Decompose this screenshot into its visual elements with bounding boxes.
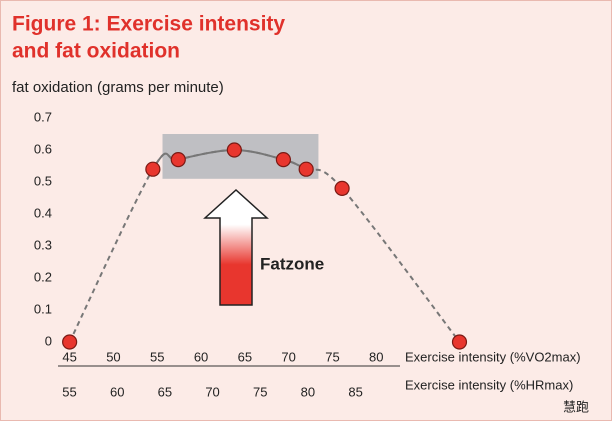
y-tick-label: 0.1 [34, 301, 52, 316]
y-tick-label: 0.6 [34, 141, 52, 156]
x-tick-label: 50 [106, 349, 120, 364]
y-tick-label: 0.5 [34, 173, 52, 188]
chart-title: Figure 1: Exercise intensity [12, 13, 285, 36]
point [170, 152, 186, 168]
x-tick-label: 55 [150, 349, 164, 364]
point [145, 161, 161, 177]
watermark: 慧跑 [563, 399, 589, 414]
y-tick-label: 0.3 [34, 237, 52, 252]
x2-tick-label: 55 [62, 384, 76, 399]
x-tick-label: 75 [325, 349, 339, 364]
x2-tick-label: 70 [205, 384, 219, 399]
chart-subtitle: and fat oxidation [12, 40, 180, 63]
fatzone-box [162, 134, 319, 179]
arrow [203, 188, 269, 306]
point [275, 152, 291, 168]
y-axis-label: fat oxidation (grams per minute) [12, 79, 224, 96]
x2-axis-label: Exercise intensity (%HRmax) [405, 377, 573, 392]
point [298, 161, 314, 177]
x-tick-label: 45 [62, 349, 76, 364]
point [451, 334, 468, 350]
x-tick-label: 70 [281, 349, 295, 364]
y-tick-label: 0.4 [34, 205, 52, 220]
x-tick-label: 60 [194, 349, 208, 364]
x2-tick-label: 75 [253, 384, 267, 399]
point [62, 334, 78, 350]
x2-tick-label: 60 [110, 384, 124, 399]
y-tick-label: 0 [45, 333, 52, 348]
x2-tick-label: 80 [301, 384, 315, 399]
point [334, 180, 350, 196]
y-tick-label: 0.2 [34, 269, 52, 284]
point [226, 142, 242, 158]
x2-tick-label: 85 [348, 384, 362, 399]
x-axis-label: Exercise intensity (%VO2max) [405, 349, 581, 364]
x2-tick-label: 65 [158, 384, 172, 399]
y-tick-label: 0.7 [34, 109, 52, 124]
annotation: Fatzone [260, 254, 324, 273]
x-tick-label: 65 [238, 349, 252, 364]
x-tick-label: 80 [369, 349, 383, 364]
